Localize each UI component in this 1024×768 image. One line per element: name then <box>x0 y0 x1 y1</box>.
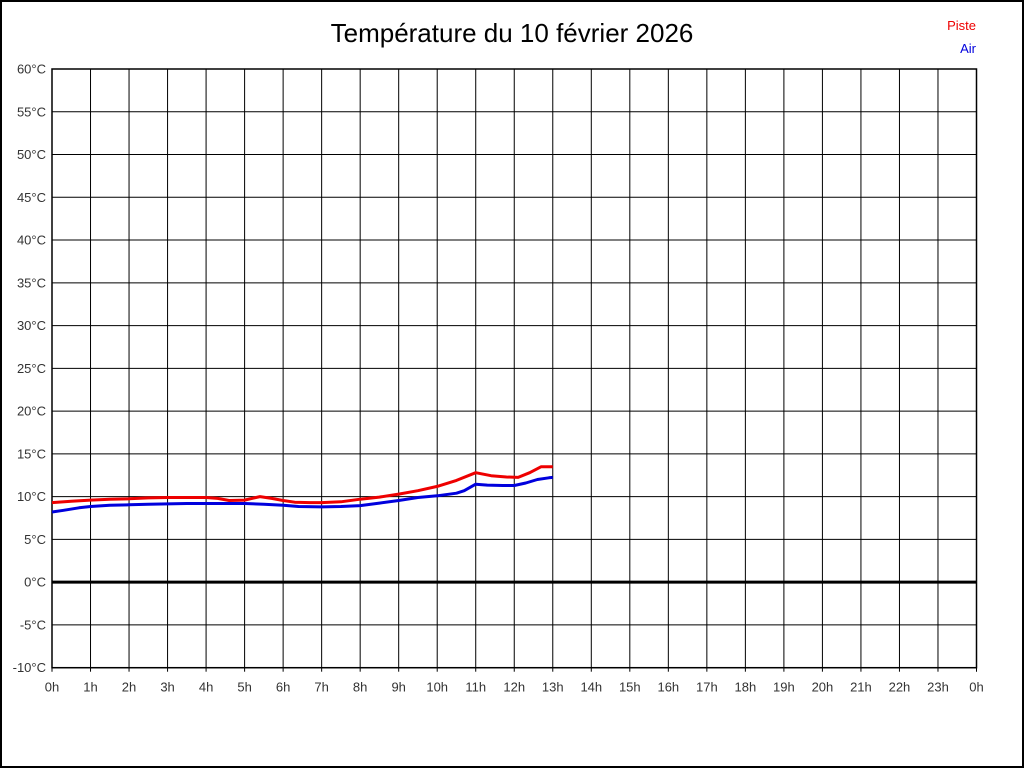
x-tick-label: 20h <box>812 680 834 695</box>
y-tick-label: 45°C <box>17 190 46 205</box>
x-tick-label: 6h <box>276 680 290 695</box>
plot-frame <box>51 68 978 669</box>
x-tick-label: 10h <box>426 680 448 695</box>
y-tick-label: -5°C <box>20 617 46 632</box>
x-tick-label: 15h <box>619 680 641 695</box>
x-tick-label: 8h <box>353 680 367 695</box>
y-tick-label: 30°C <box>17 318 46 333</box>
x-tick-label: 19h <box>773 680 795 695</box>
x-tick-label: 21h <box>850 680 872 695</box>
legend-item-air: Air <box>960 41 976 56</box>
y-tick-label: 50°C <box>17 147 46 162</box>
y-tick-label: 60°C <box>17 62 46 77</box>
y-tick-label: 20°C <box>17 404 46 419</box>
x-tick-label: 2h <box>122 680 136 695</box>
series-piste <box>51 465 553 505</box>
x-tick-label: 5h <box>237 680 251 695</box>
y-tick-label: 0°C <box>24 575 46 590</box>
chart-title: Température du 10 février 2026 <box>330 18 694 48</box>
x-tick-label: 23h <box>927 680 949 695</box>
x-tick-label: 22h <box>889 680 911 695</box>
x-tick-label: 16h <box>657 680 679 695</box>
x-tick-label: 3h <box>160 680 174 695</box>
series-air <box>51 475 553 514</box>
x-tick-label: 18h <box>735 680 757 695</box>
y-axis-labels: 60°C 55°C 50°C 45°C 40°C 35°C 30°C 25°C 20°C 15°C… <box>13 62 46 676</box>
x-tick-label: 0h <box>45 680 59 695</box>
x-tick-label: 9h <box>391 680 405 695</box>
y-tick-label: 40°C <box>17 233 46 248</box>
grid <box>51 68 977 669</box>
chart-legend: Piste Air <box>947 14 976 60</box>
y-tick-label: 25°C <box>17 361 46 376</box>
y-tick-label: 35°C <box>17 275 46 290</box>
y-tick-label: 5°C <box>24 532 46 547</box>
legend-item-piste: Piste <box>947 18 976 33</box>
x-axis-labels: 0h 1h 2h 3h 4h 5h 6h 7h 8h 9h 10h 11h 12h 13h 14h 15h 16… <box>45 680 984 695</box>
y-tick-label: 55°C <box>17 104 46 119</box>
x-tick-label: 12h <box>503 680 525 695</box>
x-tick-label: 17h <box>696 680 718 695</box>
y-tick-label: -10°C <box>13 660 46 675</box>
y-tick-label: 15°C <box>17 446 46 461</box>
y-tick-label: 10°C <box>17 489 46 504</box>
x-tick-label: 7h <box>314 680 328 695</box>
x-tick-label: 4h <box>199 680 213 695</box>
x-tick-label: 1h <box>83 680 97 695</box>
x-tick-label: 0h <box>969 680 983 695</box>
x-tick-label: 11h <box>465 680 486 695</box>
x-tick-label: 13h <box>542 680 564 695</box>
x-tick-label: 14h <box>580 680 602 695</box>
